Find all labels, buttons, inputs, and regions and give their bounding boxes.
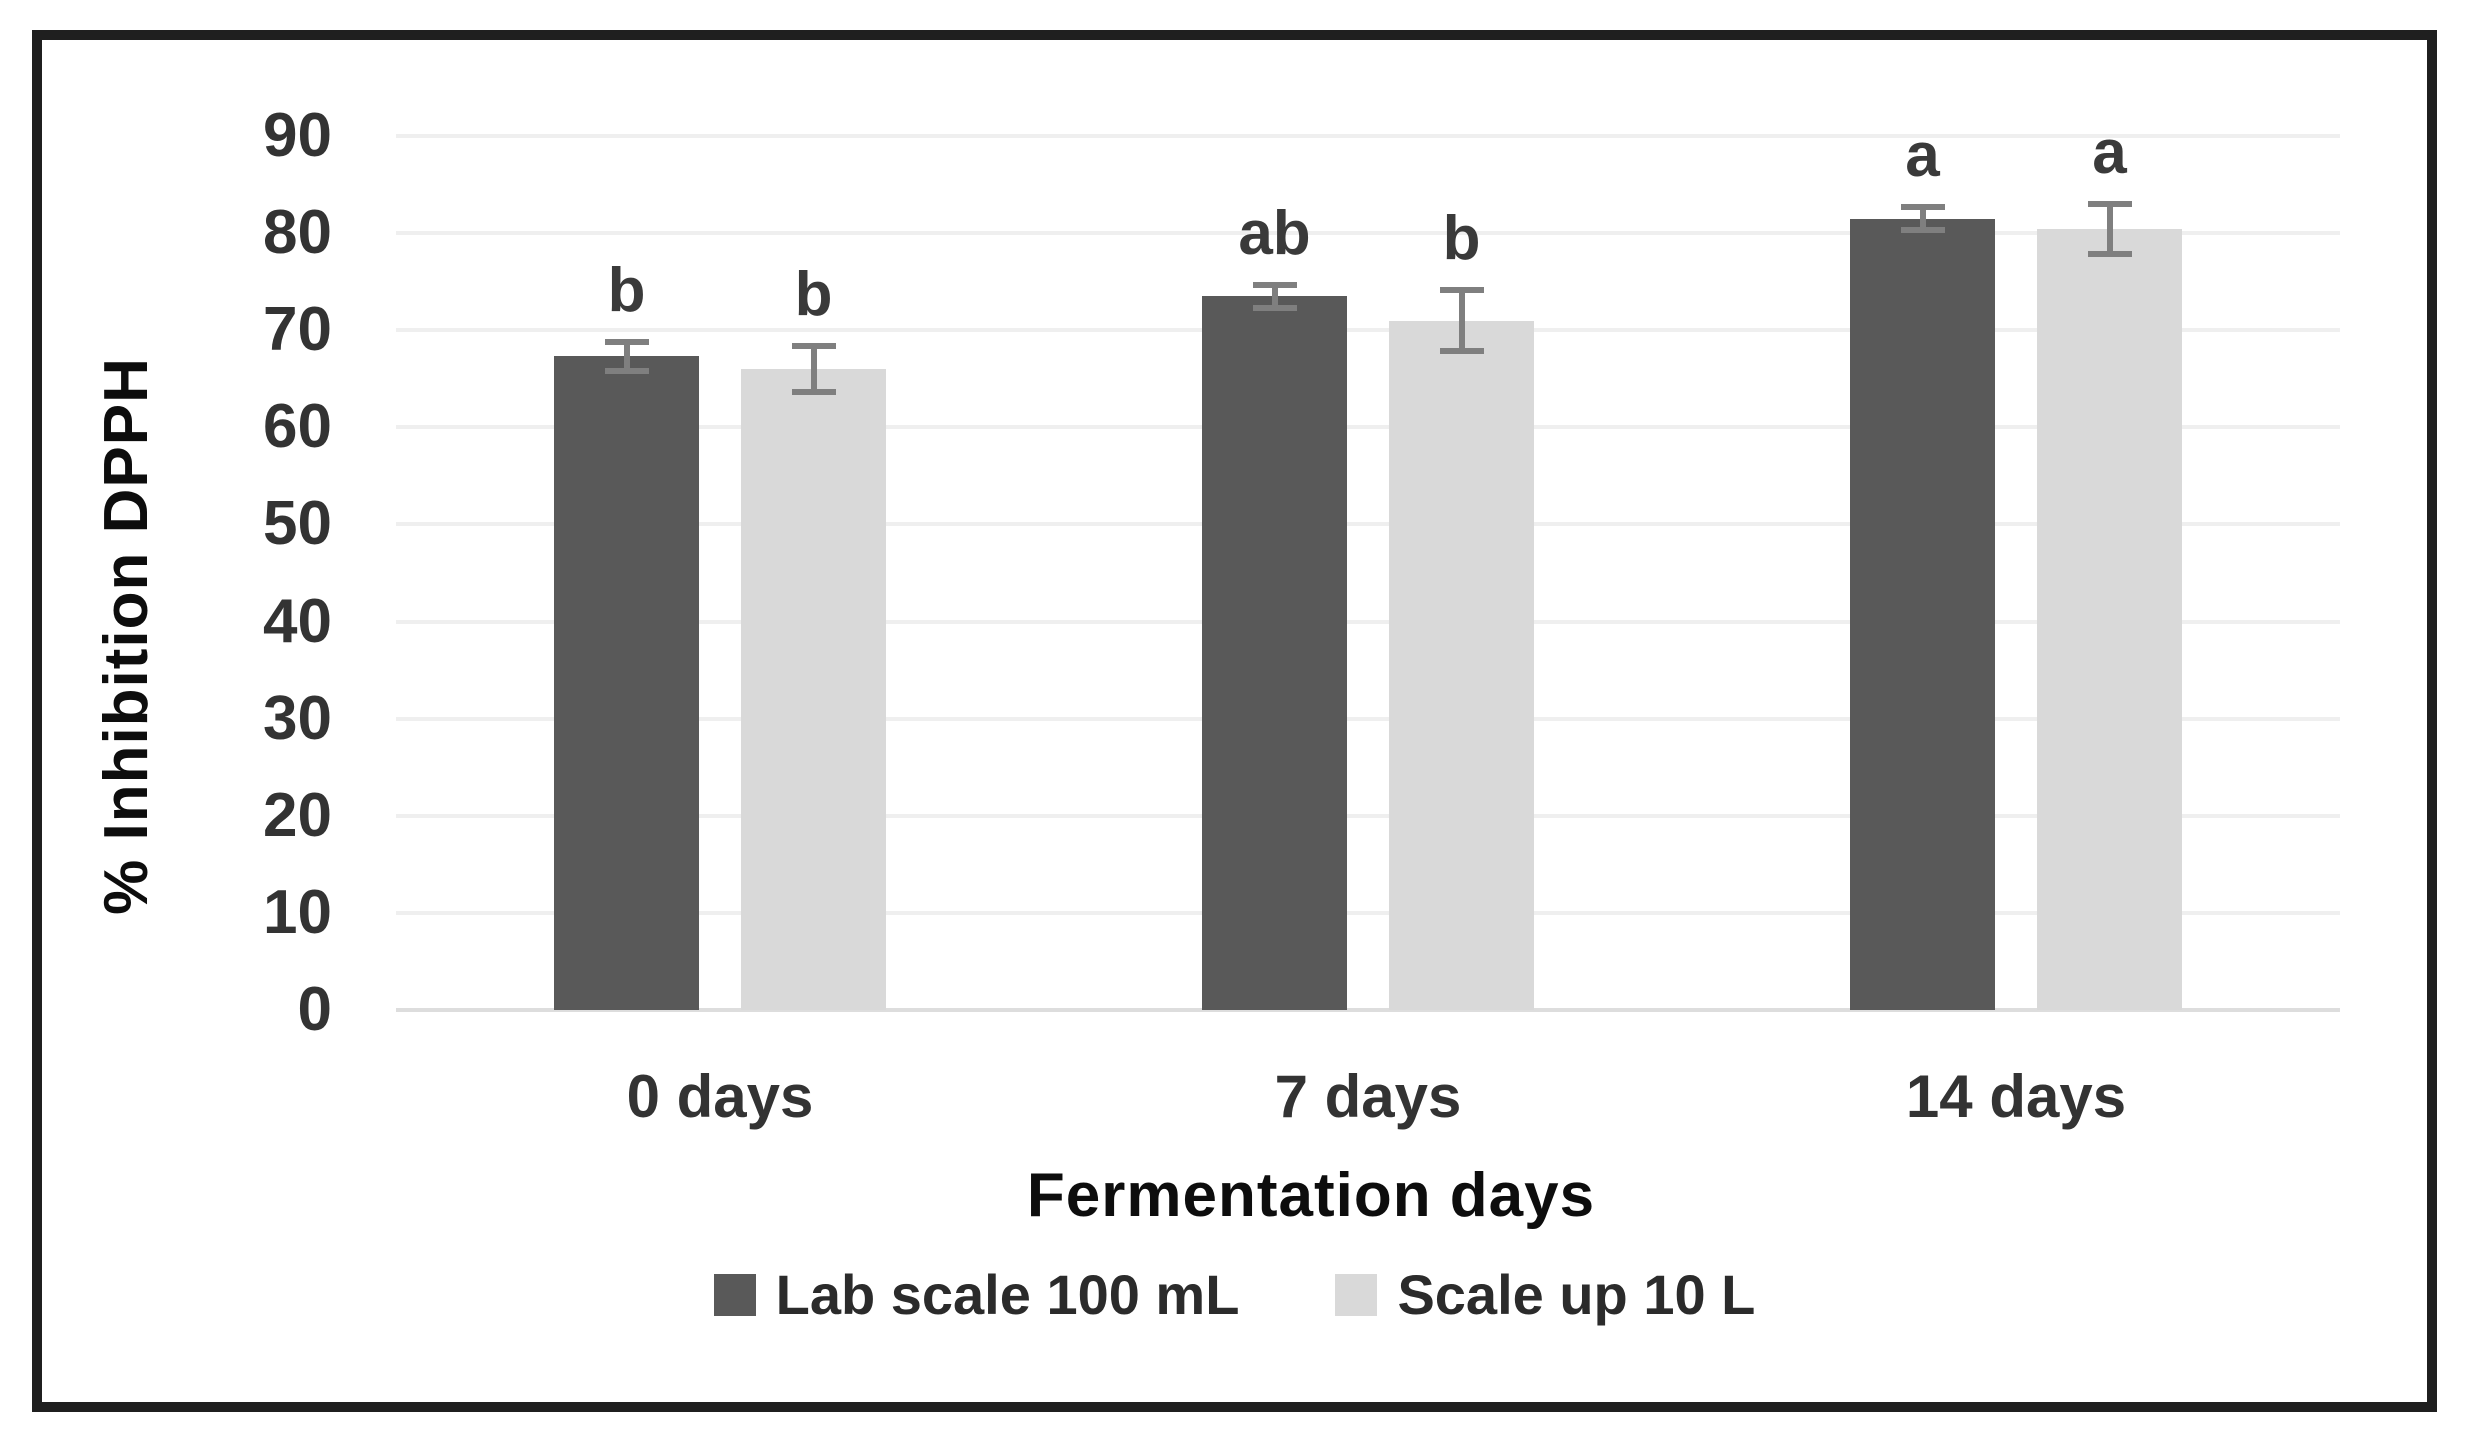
significance-letter: b	[607, 255, 646, 325]
error-bar-whisker	[1271, 281, 1278, 311]
error-bar-whisker	[1919, 203, 1926, 234]
error-bar-bottom-cap	[1252, 304, 1297, 311]
y-tick-label: 50	[263, 489, 332, 559]
gridline	[396, 813, 2340, 818]
legend-item: Scale up 10 L	[1335, 1262, 1755, 1327]
gridline	[396, 231, 2340, 236]
gridline	[396, 425, 2340, 430]
error-bar-whisker	[2106, 201, 2113, 258]
significance-letter: b	[794, 259, 833, 329]
bar	[1202, 296, 1347, 1010]
gridline	[396, 619, 2340, 624]
error-bar	[604, 338, 649, 374]
error-bar-top-cap	[1900, 203, 1945, 210]
significance-letter: a	[1905, 120, 1940, 190]
error-bar	[1439, 286, 1484, 355]
category-label: 14 days	[1905, 1063, 2127, 1130]
error-bar	[1900, 203, 1945, 234]
legend: Lab scale 100 mL Scale up 10 L	[32, 1262, 2437, 1327]
y-tick-label: 40	[263, 586, 332, 656]
gridline	[396, 328, 2340, 333]
error-bar-top-cap	[604, 338, 649, 345]
error-bar-bottom-cap	[2087, 251, 2132, 258]
bar	[1850, 218, 1995, 1010]
category-label: 7 days	[1274, 1063, 1462, 1130]
error-bar-bottom-cap	[791, 389, 836, 396]
significance-letter: a	[2092, 118, 2127, 188]
error-bar	[1252, 281, 1297, 311]
bar	[741, 369, 886, 1010]
gridline	[396, 716, 2340, 721]
bar	[2037, 229, 2182, 1010]
error-bar-top-cap	[1439, 286, 1484, 293]
y-tick-label: 70	[263, 295, 332, 365]
bar	[1389, 320, 1534, 1010]
y-tick-label: 0	[297, 975, 332, 1044]
bar	[554, 356, 699, 1010]
error-bar-bottom-cap	[1900, 227, 1945, 234]
error-bar-top-cap	[791, 342, 836, 349]
legend-label: Scale up 10 L	[1397, 1263, 1756, 1326]
y-tick-label: 10	[263, 877, 332, 947]
gridline	[396, 134, 2340, 138]
error-bar-whisker	[1458, 286, 1465, 355]
y-tick-label: 80	[263, 198, 332, 268]
y-tick-label: 20	[263, 780, 332, 850]
error-bar	[2087, 201, 2132, 258]
error-bar-top-cap	[2087, 201, 2132, 208]
error-bar-whisker	[623, 338, 630, 374]
y-tick-label: 60	[263, 392, 332, 462]
gridline	[396, 910, 2340, 915]
gridline	[396, 1008, 2340, 1012]
legend-swatch	[713, 1273, 756, 1316]
legend-swatch	[1335, 1273, 1378, 1316]
x-axis-title: Fermentation days	[1026, 1161, 1596, 1230]
error-bar-top-cap	[1252, 281, 1297, 288]
y-tick-label: 90	[263, 101, 332, 170]
category-label: 0 days	[626, 1063, 814, 1130]
error-bar-bottom-cap	[604, 367, 649, 374]
y-tick-label: 30	[263, 683, 332, 753]
error-bar-whisker	[810, 342, 817, 396]
significance-letter: b	[1442, 203, 1481, 273]
legend-item: Lab scale 100 mL	[713, 1262, 1240, 1327]
gridline	[396, 522, 2340, 527]
significance-letter: ab	[1238, 198, 1311, 268]
error-bar-bottom-cap	[1439, 348, 1484, 355]
error-bar	[791, 342, 836, 396]
legend-label: Lab scale 100 mL	[775, 1263, 1240, 1326]
